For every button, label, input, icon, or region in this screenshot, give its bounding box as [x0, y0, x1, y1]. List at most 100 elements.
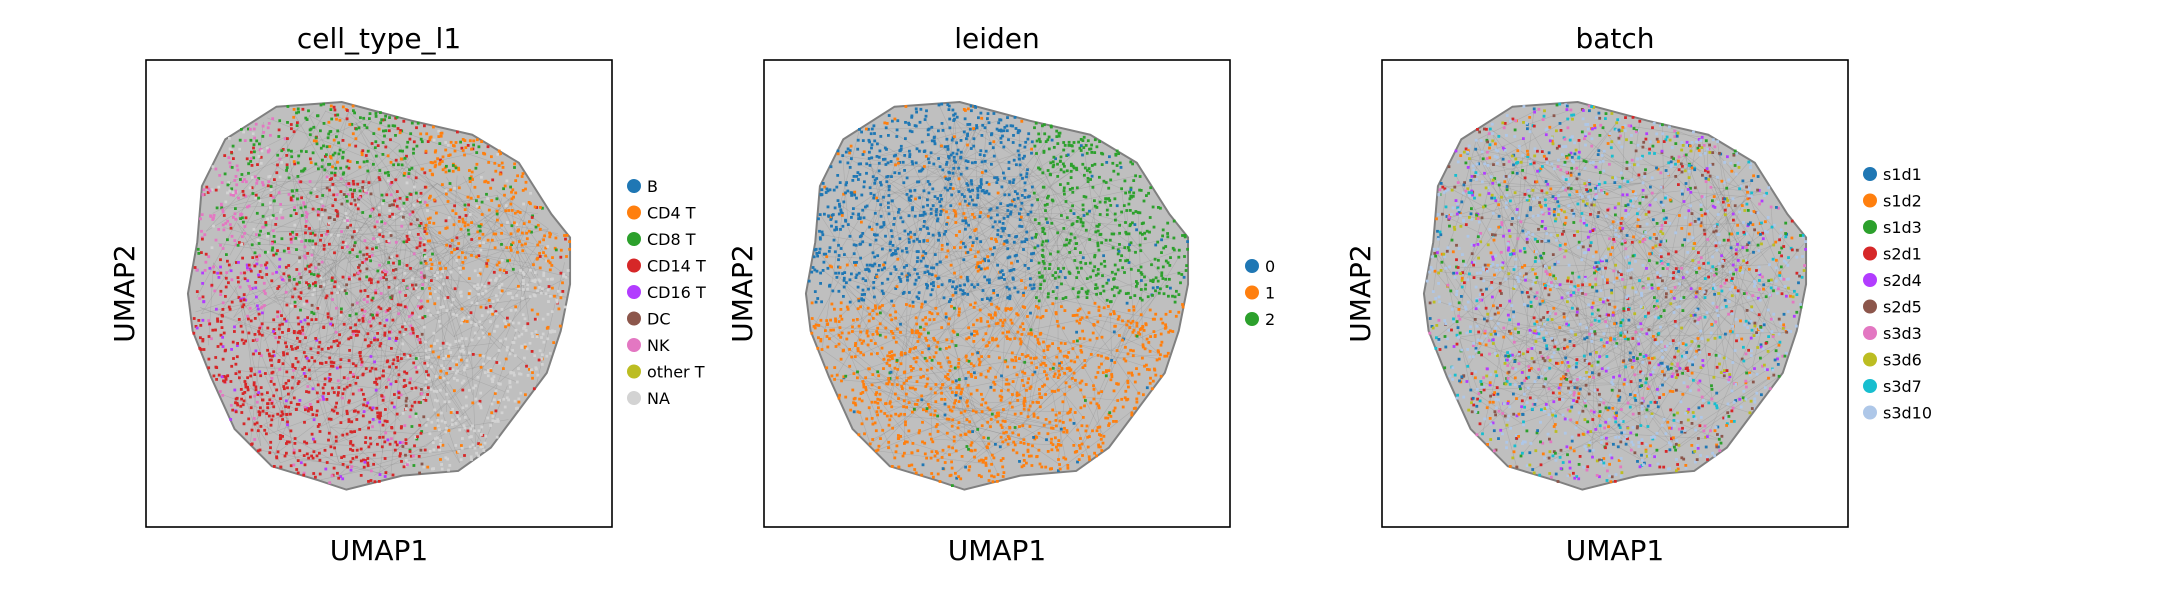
point-CD14 T [202, 348, 206, 351]
point-0 [837, 271, 841, 275]
point-CD14 T [297, 322, 301, 326]
point-1 [854, 403, 858, 407]
point-NK [200, 213, 204, 216]
point-CD14 T [330, 317, 333, 321]
point-NK [339, 177, 343, 181]
point-CD4 T [429, 258, 432, 262]
point-CD14 T [402, 379, 406, 382]
point-CD14 T [323, 383, 327, 386]
point-NA [541, 287, 544, 291]
point-0 [940, 197, 943, 201]
point-0 [873, 181, 877, 185]
point-0 [860, 193, 864, 197]
point-CD14 T [233, 330, 236, 333]
point-NK [417, 338, 421, 342]
point-NK [278, 310, 281, 314]
point-0 [873, 295, 876, 299]
point-1 [1057, 388, 1060, 392]
point-CD4 T [447, 354, 450, 358]
point-NK [410, 313, 414, 317]
point-CD14 T [355, 418, 359, 421]
point-NA [477, 286, 481, 290]
point-NA [473, 331, 477, 335]
point-CD14 T [336, 344, 340, 347]
point-CD14 T [393, 431, 397, 435]
point-CD4 T [509, 202, 513, 206]
point-0 [917, 180, 921, 184]
point-CD14 T [411, 328, 415, 332]
point-CD4 T [449, 188, 453, 192]
point-CD4 T [457, 166, 460, 170]
point-0 [830, 224, 833, 228]
point-0 [976, 196, 980, 200]
point-NA [290, 304, 294, 308]
point-NA [443, 421, 447, 424]
point-2 [1183, 255, 1186, 258]
point-0 [856, 138, 860, 142]
point-0 [980, 134, 984, 137]
point-CD8 T [247, 162, 251, 166]
point-1 [865, 329, 869, 333]
point-CD8 T [333, 171, 337, 175]
point-0 [1013, 116, 1017, 119]
point-2 [1121, 266, 1124, 270]
point-CD4 T [292, 115, 296, 119]
point-1 [905, 405, 908, 409]
point-1 [882, 367, 885, 370]
point-CD14 T [396, 359, 400, 362]
point-NA [212, 224, 215, 228]
point-CD14 T [285, 303, 289, 307]
point-1 [1151, 379, 1155, 383]
point-CD8 T [242, 220, 245, 224]
point-CD4 T [468, 139, 472, 143]
point-1 [1011, 431, 1015, 435]
point-NA [507, 398, 510, 402]
point-CD14 T [326, 230, 330, 233]
point-2 [1032, 191, 1036, 195]
point-CD14 T [356, 376, 359, 379]
point-NA [424, 340, 427, 344]
point-CD4 T [432, 198, 436, 202]
point-CD14 T [419, 191, 423, 195]
point-CD16 T [398, 441, 402, 444]
point-NA [211, 165, 215, 169]
point-1 [875, 196, 878, 200]
point-NA [478, 320, 482, 324]
point-1 [973, 455, 976, 459]
point-1 [1024, 355, 1028, 358]
point-CD4 T [453, 149, 457, 153]
point-CD14 T [305, 441, 309, 445]
point-NA [461, 406, 465, 410]
point-NA [425, 356, 428, 359]
point-NA [551, 277, 554, 281]
point-2 [1056, 175, 1060, 178]
point-NA [297, 260, 301, 263]
point-1 [849, 408, 853, 412]
point-2 [1091, 185, 1095, 189]
point-CD14 T [295, 268, 299, 271]
point-0 [977, 265, 981, 269]
point-NK [235, 183, 239, 187]
point-0 [929, 293, 933, 297]
point-CD4 T [503, 184, 507, 188]
point-CD14 T [375, 377, 378, 381]
point-NK [408, 213, 412, 216]
point-NA [469, 427, 473, 431]
point-1 [1072, 340, 1076, 343]
point-2 [1156, 279, 1160, 283]
point-CD14 T [232, 157, 235, 160]
point-CD8 T [405, 196, 409, 199]
point-CD8 T [398, 149, 402, 153]
point-CD14 T [257, 330, 261, 333]
point-1 [1149, 376, 1152, 380]
point-CD14 T [375, 406, 379, 410]
point-NK [345, 245, 349, 249]
point-CD14 T [302, 351, 306, 354]
point-NA [480, 425, 484, 429]
point-NA [464, 337, 468, 341]
point-CD14 T [387, 129, 391, 133]
point-0 [1008, 255, 1012, 259]
point-CD14 T [199, 336, 202, 340]
point-0 [999, 202, 1003, 206]
point-CD8 T [319, 103, 323, 107]
